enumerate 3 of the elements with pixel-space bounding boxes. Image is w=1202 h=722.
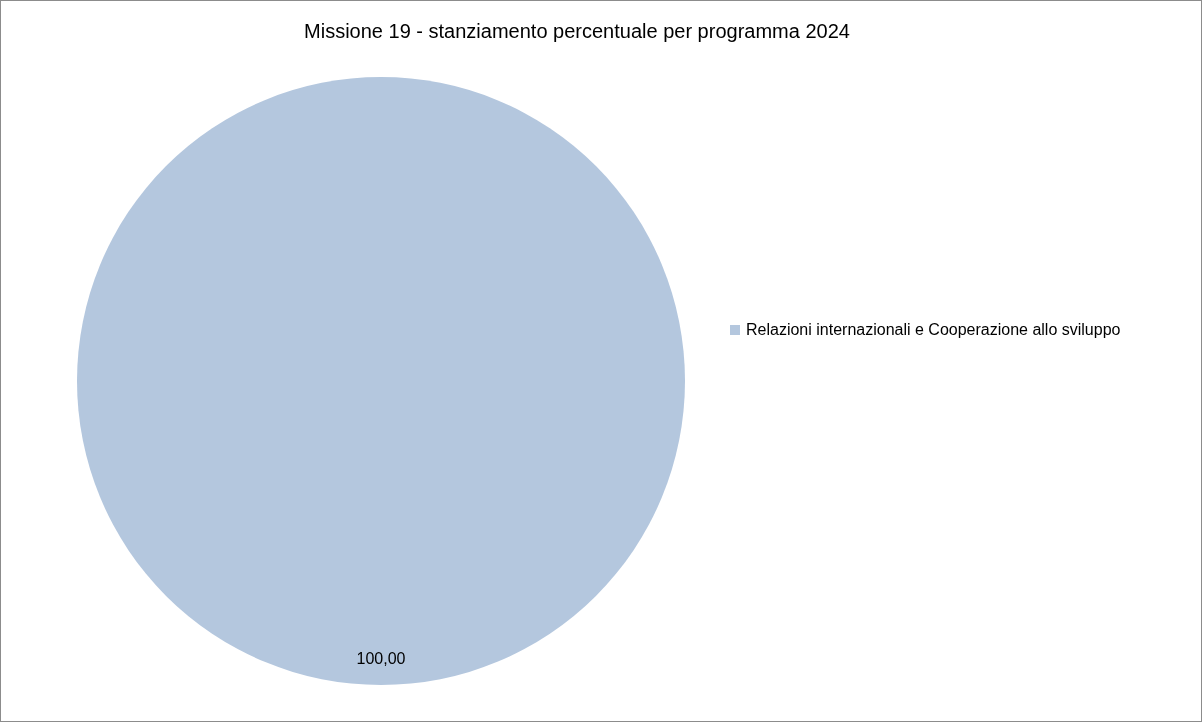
- data-label: 100,00: [356, 649, 406, 667]
- legend-label: Relazioni internazionali e Cooperazione allo sviluppo: [746, 321, 1121, 338]
- chart-title: Missione 19 - stanziamento percentuale per programma 2024: [304, 20, 850, 42]
